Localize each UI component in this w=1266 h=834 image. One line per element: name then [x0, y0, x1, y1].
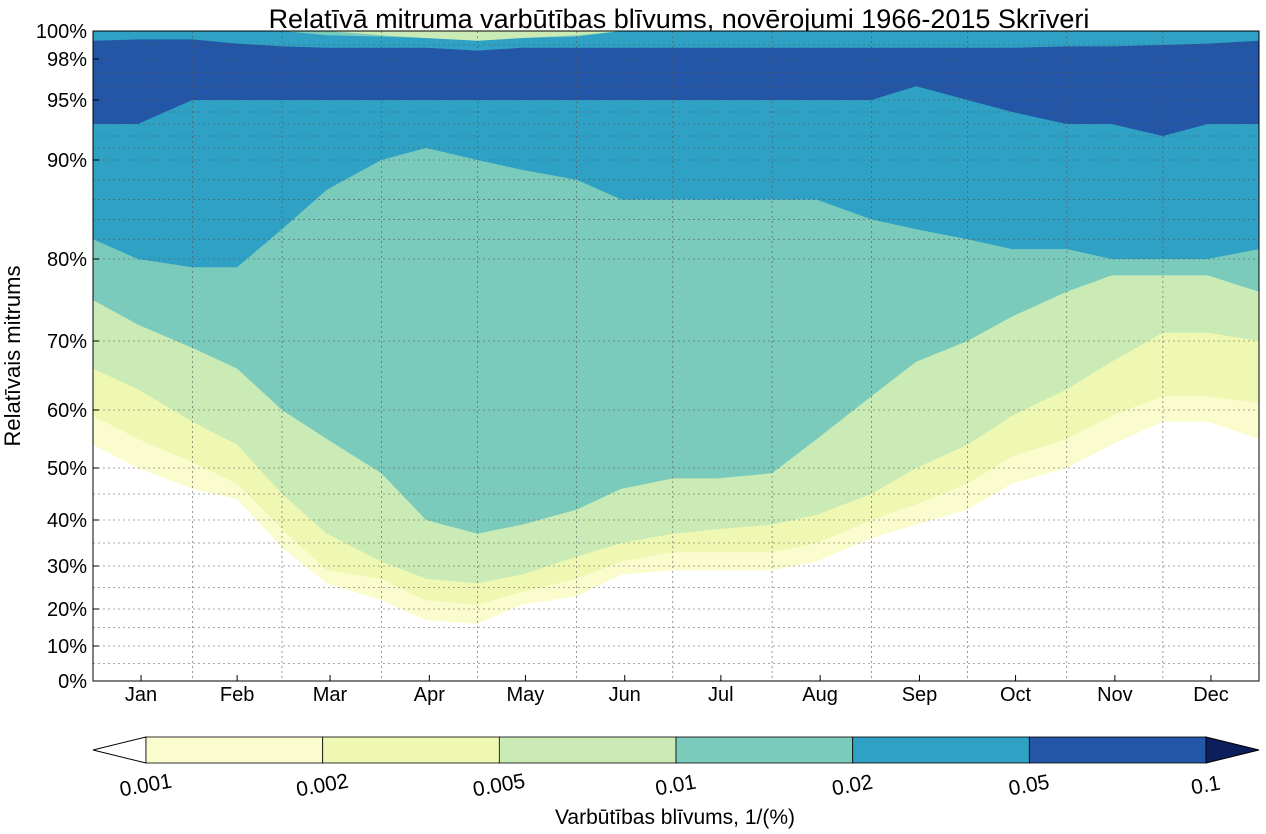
colorbar-segment — [1028, 736, 1207, 764]
colorbar-tick-label: 0.02 — [830, 771, 874, 801]
x-tick-label: Nov — [1097, 684, 1133, 706]
colorbar-label: Varbūtības blīvums, 1/(%) — [555, 806, 795, 829]
colorbar-segment — [675, 736, 854, 764]
chart-title: Relatīvā mitruma varbūtības blīvums, nov… — [269, 4, 1090, 34]
band-top-0.005-0.01 — [93, 31, 1259, 41]
colorbar-segment — [322, 736, 500, 764]
colorbar-extend-low — [92, 736, 147, 764]
colorbar-segment — [852, 736, 1030, 764]
x-tick-label: Feb — [220, 684, 254, 706]
y-tick-label: 20% — [47, 599, 87, 621]
x-tick-label: Dec — [1193, 684, 1229, 706]
x-tick-label: May — [507, 684, 545, 706]
y-tick-label: 0% — [58, 671, 87, 693]
y-tick-label: 30% — [47, 556, 87, 578]
y-tick-label: 90% — [47, 150, 87, 172]
y-tick-label: 98% — [47, 49, 87, 71]
colorbar-segment — [498, 736, 677, 764]
y-axis: 0% 10% 20% 30% 40% 50% 60% 70% 80% 90% 95% 98% 100% — [36, 21, 99, 693]
y-axis-label: Relatīvais mitrums — [0, 266, 25, 447]
colorbar-tick-label: 0.002 — [295, 770, 351, 802]
y-tick-label: 80% — [47, 249, 87, 271]
y-tick-label: 95% — [47, 90, 87, 112]
y-tick-label: 40% — [47, 510, 87, 532]
x-axis: Jan Feb Mar Apr May Jun Jul Aug Sep Oct Nov Dec — [125, 675, 1229, 706]
colorbar-tick-label: 0.005 — [471, 770, 527, 802]
x-tick-label: Jul — [708, 684, 734, 706]
x-tick-label: Sep — [902, 684, 938, 706]
x-tick-label: Aug — [802, 684, 838, 706]
colorbar-tick-label: 0.05 — [1007, 771, 1051, 801]
y-tick-label: 70% — [47, 331, 87, 353]
x-tick-label: Oct — [1000, 684, 1032, 706]
x-tick-label: Jun — [609, 684, 641, 706]
colorbar-segment — [145, 736, 324, 764]
y-tick-label: 60% — [47, 400, 87, 422]
colorbar-tick-label: 0.001 — [118, 770, 174, 802]
plot-area — [92, 30, 1260, 682]
plot-frame — [92, 30, 1260, 682]
colorbar-extend-high — [1205, 736, 1260, 764]
colorbar-tick-label: 0.1 — [1189, 772, 1222, 800]
y-tick-label: 100% — [36, 21, 87, 43]
y-tick-label: 10% — [47, 636, 87, 658]
grid-lines — [93, 31, 1259, 681]
contour-bands — [93, 31, 1259, 681]
x-tick-label: Mar — [313, 684, 348, 706]
colorbar: 0.001 0.002 0.005 0.01 0.02 0.05 0.1 — [92, 736, 1260, 802]
colorbar-tick-label: 0.01 — [654, 771, 698, 801]
x-tick-label: Jan — [125, 684, 157, 706]
y-tick-label: 50% — [47, 458, 87, 480]
x-tick-label: Apr — [414, 684, 445, 706]
